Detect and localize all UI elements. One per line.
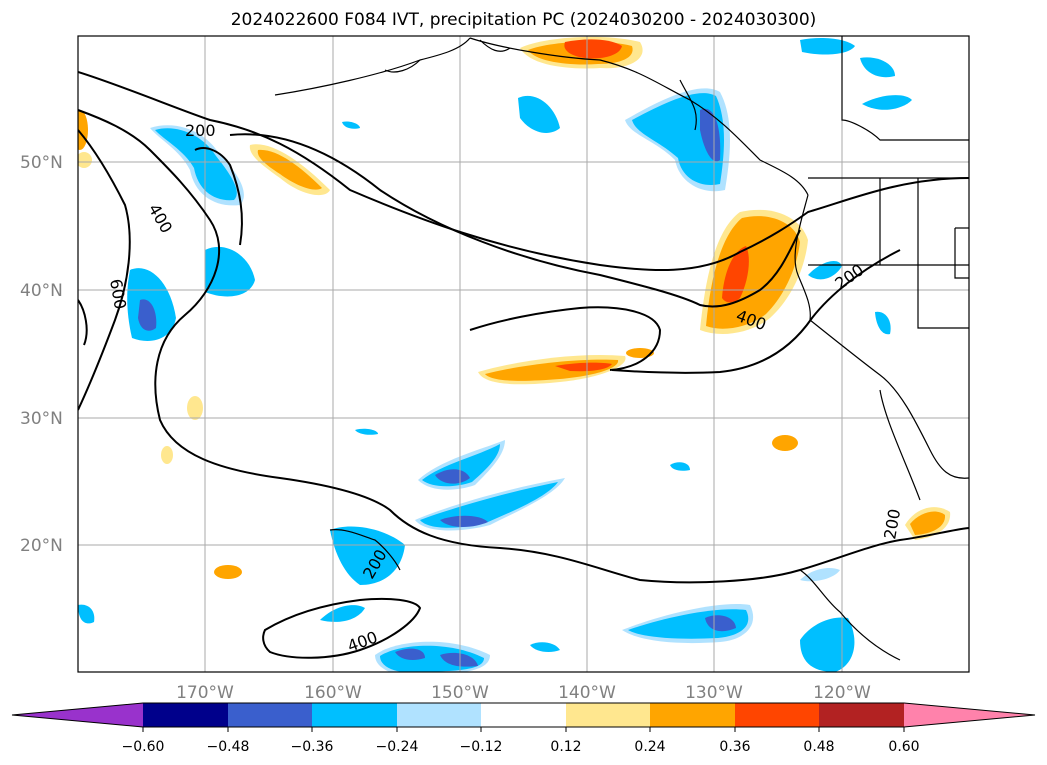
colorbar-segment bbox=[650, 703, 735, 727]
lat-label: 50°N bbox=[20, 153, 63, 173]
latitude-labels: 50°N 40°N 30°N 20°N bbox=[20, 153, 63, 556]
colorbar bbox=[11, 702, 1036, 732]
colorbar-tick-label: 0.24 bbox=[634, 739, 665, 755]
lon-label: 170°W bbox=[176, 683, 234, 703]
colorbar-segment bbox=[819, 703, 904, 727]
colorbar-segment bbox=[566, 703, 650, 727]
colorbar-tick-label: 0.48 bbox=[803, 739, 834, 755]
colorbar-tick-label: −0.12 bbox=[460, 739, 503, 755]
gridlines bbox=[78, 36, 969, 672]
colorbar-tick-labels: −0.60 −0.48 −0.36 −0.24 −0.12 0.12 0.24 … bbox=[122, 739, 920, 755]
lon-label: 120°W bbox=[813, 683, 871, 703]
colorbar-segment bbox=[228, 703, 312, 727]
colorbar-tick-label: 0.12 bbox=[550, 739, 581, 755]
lat-label: 20°N bbox=[20, 536, 63, 556]
colorbar-segment bbox=[481, 703, 566, 727]
colorbar-segment bbox=[904, 703, 1035, 727]
colorbar-segment bbox=[312, 703, 397, 727]
colorbar-tick-label: 0.60 bbox=[888, 739, 919, 755]
ivt-contours bbox=[78, 71, 969, 659]
colorbar-tick-label: −0.24 bbox=[376, 739, 419, 755]
colorbar-tick-label: −0.60 bbox=[122, 739, 165, 755]
colorbar-segment bbox=[735, 703, 819, 727]
contour-label: 200 bbox=[185, 121, 216, 140]
colorbar-segment bbox=[397, 703, 481, 727]
map-frame bbox=[77, 35, 970, 673]
colorbar-segment bbox=[143, 703, 228, 727]
lon-label: 150°W bbox=[431, 683, 489, 703]
precip-shading bbox=[78, 36, 951, 672]
colorbar-tick-label: −0.48 bbox=[207, 739, 250, 755]
longitude-labels: 170°W 160°W 150°W 140°W 130°W 120°W bbox=[176, 683, 871, 703]
colorbar-segment bbox=[12, 703, 143, 727]
colorbar-tick-label: 0.36 bbox=[719, 739, 750, 755]
lon-label: 130°W bbox=[685, 683, 743, 703]
lat-label: 40°N bbox=[20, 281, 63, 301]
colorbar-tick-label: −0.36 bbox=[291, 739, 334, 755]
lon-label: 160°W bbox=[304, 683, 362, 703]
lat-label: 30°N bbox=[20, 409, 63, 429]
map-title: 2024022600 F084 IVT, precipitation PC (2… bbox=[230, 10, 817, 30]
coastlines bbox=[274, 36, 969, 661]
lon-label: 140°W bbox=[558, 683, 616, 703]
